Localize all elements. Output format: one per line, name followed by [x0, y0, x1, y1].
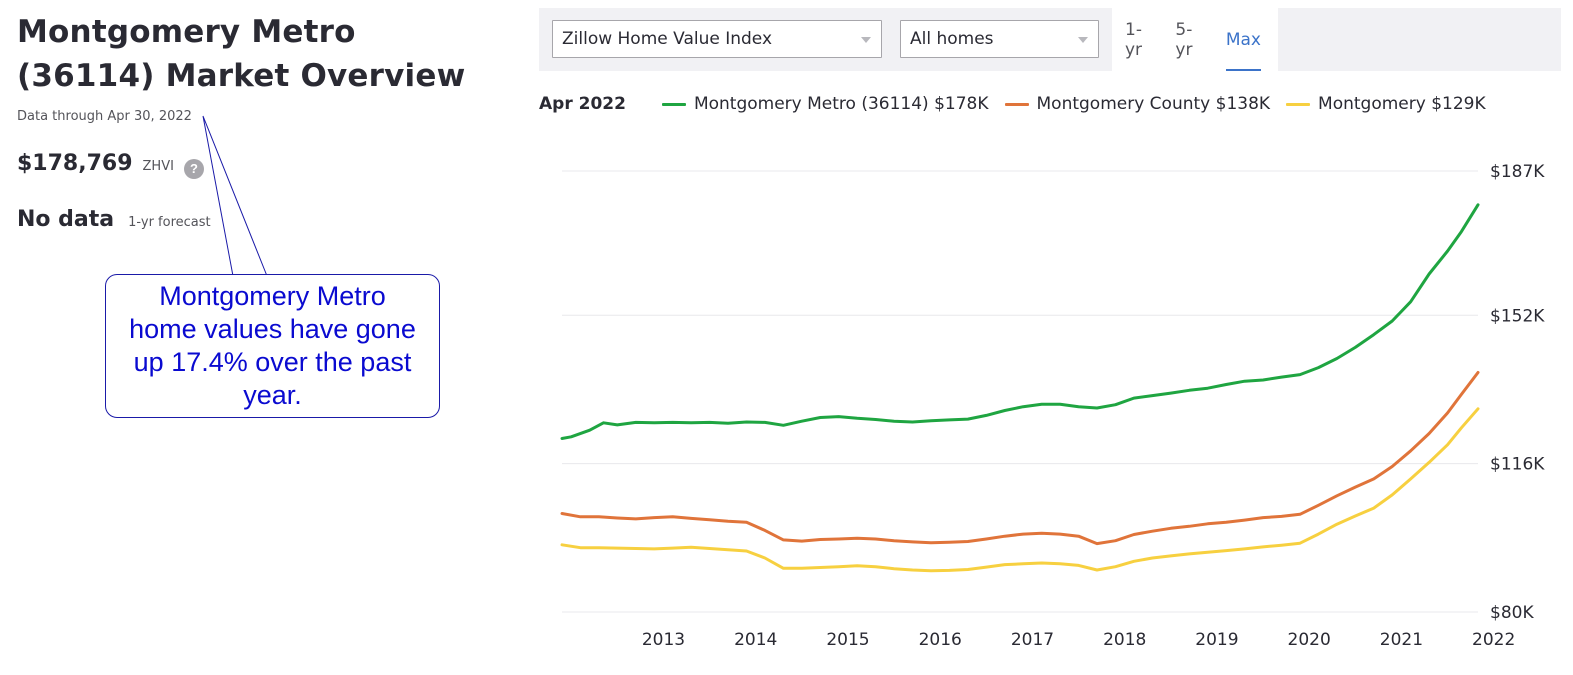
legend-item-city[interactable]: Montgomery $129K	[1286, 94, 1486, 114]
tab-5-yr[interactable]: 5-yr	[1175, 19, 1193, 60]
legend-label-metro: Montgomery Metro (36114) $178K	[693, 94, 989, 114]
x-tick-label: 2015	[826, 630, 869, 650]
x-tick-label: 2014	[734, 630, 777, 650]
x-tick-label: 2021	[1380, 630, 1423, 650]
legend-label-county: Montgomery County $138K	[1036, 94, 1271, 114]
tab-1-yr[interactable]: 1-yr	[1125, 19, 1143, 60]
forecast-row: No data 1-yr forecast	[17, 207, 211, 232]
home-type-select[interactable]: All homes	[900, 20, 1099, 58]
x-axis-ticks: 2013 2014 2015 2016 2017 2018 2019 2020 2021 2022	[642, 630, 1515, 650]
x-tick-label: 2022	[1472, 630, 1515, 650]
y-tick-label: $80K	[1490, 603, 1534, 623]
zhvi-value: $178,769	[17, 151, 133, 176]
x-tick-label: 2016	[919, 630, 962, 650]
forecast-value: No data	[17, 207, 115, 232]
chevron-down-icon	[1078, 37, 1088, 43]
legend-item-county[interactable]: Montgomery County $138K	[1004, 94, 1271, 114]
legend-item-metro[interactable]: Montgomery Metro (36114) $178K	[661, 94, 989, 114]
legend-swatch-county	[1004, 102, 1029, 106]
y-axis-ticks: $80K $116K $152K $187K	[1490, 162, 1545, 623]
y-tick-label: $187K	[1490, 162, 1545, 182]
series-line-city[interactable]	[560, 407, 1480, 573]
x-tick-label: 2019	[1195, 630, 1238, 650]
series-line-county[interactable]	[560, 371, 1480, 546]
range-tabs: 1-yr 5-yr Max	[1112, 8, 1278, 71]
legend-date: Apr 2022	[539, 94, 626, 114]
home-type-select-value: All homes	[910, 29, 994, 49]
zhvi-row: $178,769 ZHVI ?	[17, 151, 204, 179]
callout-annotation: Montgomery Metro home values have gone u…	[105, 274, 440, 418]
metric-select-value: Zillow Home Value Index	[562, 29, 773, 49]
series-line-metro[interactable]	[560, 203, 1480, 440]
grid-layer	[562, 170, 1478, 613]
chart-controls: Zillow Home Value Index All homes 1-yr 5…	[539, 8, 1561, 71]
legend-label-city: Montgomery $129K	[1318, 94, 1486, 114]
zhvi-label: ZHVI	[142, 159, 174, 174]
page-title: Montgomery Metro (36114) Market Overview	[17, 14, 466, 94]
forecast-label: 1-yr forecast	[128, 215, 211, 230]
series-layer	[560, 203, 1480, 573]
x-tick-label: 2013	[642, 630, 685, 650]
y-tick-label: $116K	[1490, 455, 1545, 475]
legend-swatch-city	[1286, 102, 1311, 106]
x-tick-label: 2020	[1288, 630, 1331, 650]
x-tick-label: 2017	[1011, 630, 1054, 650]
legend-swatch-metro	[661, 102, 686, 106]
chevron-down-icon	[861, 37, 871, 43]
y-tick-label: $152K	[1490, 306, 1545, 326]
tab-max[interactable]: Max	[1225, 8, 1262, 71]
x-tick-label: 2018	[1103, 630, 1146, 650]
data-through-date: Data through Apr 30, 2022	[17, 109, 192, 124]
help-icon[interactable]: ?	[183, 158, 204, 179]
chart-legend: Apr 2022 Montgomery Metro (36114) $178K …	[539, 92, 1502, 116]
metric-select[interactable]: Zillow Home Value Index	[552, 20, 882, 58]
